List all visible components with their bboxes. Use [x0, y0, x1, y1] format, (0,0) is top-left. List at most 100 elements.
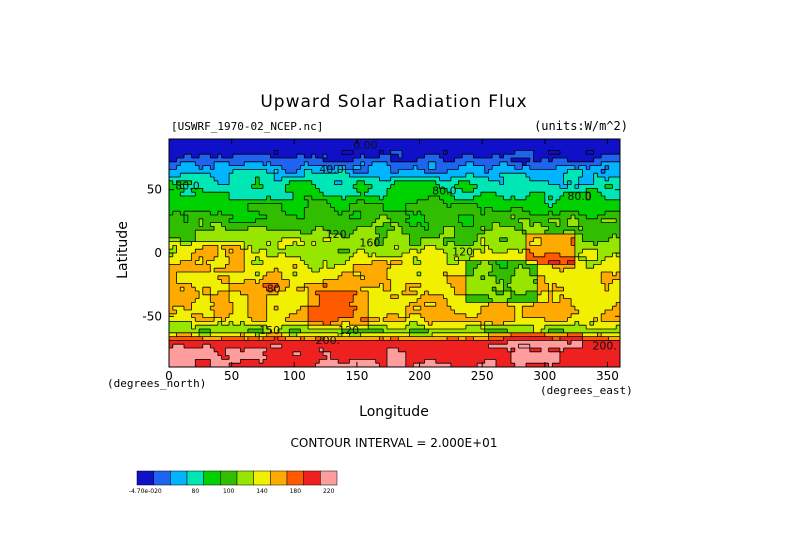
field-cell: [518, 272, 523, 277]
field-cell: [360, 272, 365, 277]
field-cell: [454, 142, 459, 147]
field-cell: [469, 158, 474, 163]
field-cell: [578, 260, 583, 265]
field-cell: [435, 215, 440, 220]
field-cell: [285, 203, 290, 208]
field-cell: [612, 154, 617, 159]
field-cell: [383, 161, 388, 166]
field-cell: [169, 226, 174, 231]
field-cell: [556, 256, 561, 261]
field-cell: [390, 253, 395, 258]
field-cell: [259, 234, 264, 239]
field-cell: [556, 196, 561, 201]
field-cell: [492, 222, 497, 227]
field-cell: [514, 154, 519, 159]
field-cell: [559, 203, 565, 208]
field-cell: [338, 226, 343, 231]
field-cell: [465, 222, 471, 227]
field-cell: [379, 234, 384, 239]
field-cell: [251, 158, 256, 163]
field-cell: [180, 256, 185, 261]
field-cell: [199, 139, 204, 144]
field-cell: [364, 215, 369, 220]
field-cell: [544, 180, 549, 185]
field-cell: [225, 245, 230, 250]
field-cell: [349, 165, 354, 170]
field-cell: [251, 283, 256, 288]
field-cell: [413, 192, 418, 197]
field-cell: [221, 287, 226, 292]
field-cell: [601, 180, 606, 185]
field-cell: [465, 249, 471, 254]
field-cell: [597, 218, 602, 223]
field-cell: [447, 294, 452, 299]
field-cell: [277, 184, 283, 189]
field-cell: [469, 207, 474, 212]
field-cell: [210, 222, 215, 227]
field-cell: [589, 230, 595, 235]
field-cell: [169, 188, 174, 193]
field-cell: [277, 196, 283, 201]
field-cell: [247, 203, 253, 208]
field-cell: [567, 146, 572, 151]
field-cell: [379, 237, 384, 242]
field-cell: [507, 177, 512, 182]
field-cell: [402, 154, 407, 159]
field-cell: [199, 169, 204, 174]
field-cell: [488, 165, 493, 170]
field-cell: [616, 150, 620, 155]
field-cell: [473, 234, 478, 239]
field-cell: [608, 215, 613, 220]
field-cell: [319, 169, 324, 174]
field-cell: [424, 203, 429, 208]
field-cell: [612, 237, 617, 242]
field-cell: [236, 283, 241, 288]
field-cell: [356, 230, 362, 235]
field-cell: [293, 275, 298, 280]
field-cell: [428, 241, 433, 246]
field-cell: [210, 196, 215, 201]
field-cell: [604, 245, 610, 250]
field-cell: [255, 218, 260, 223]
field-cell: [368, 165, 373, 170]
field-cell: [522, 283, 527, 288]
field-cell: [386, 161, 392, 166]
field-cell: [447, 279, 452, 284]
field-cell: [244, 150, 249, 155]
field-cell: [375, 146, 380, 151]
field-cell: [210, 146, 215, 151]
field-cell: [244, 218, 249, 223]
field-cell: [169, 180, 174, 185]
field-cell: [567, 279, 572, 284]
field-cell: [217, 196, 223, 201]
field-cell: [492, 192, 497, 197]
field-cell: [548, 215, 553, 220]
field-cell: [259, 211, 264, 216]
field-cell: [526, 245, 531, 250]
field-cell: [341, 291, 347, 296]
field-cell: [262, 203, 268, 208]
field-cell: [390, 294, 395, 299]
field-cell: [402, 230, 407, 235]
field-cell: [383, 287, 388, 292]
field-cell: [244, 207, 249, 212]
field-cell: [199, 154, 204, 159]
field-cell: [176, 177, 181, 182]
field-cell: [338, 283, 343, 288]
field-cell: [349, 279, 354, 284]
field-cell: [195, 199, 200, 204]
field-cell: [563, 207, 568, 212]
field-cell: [574, 142, 580, 147]
field-cell: [383, 268, 388, 273]
field-cell: [413, 211, 418, 216]
field-cell: [251, 241, 256, 246]
field-cell: [578, 287, 583, 292]
field-cell: [169, 272, 174, 277]
field-cell: [368, 272, 373, 277]
field-cell: [417, 161, 422, 166]
field-cell: [563, 249, 568, 254]
field-cell: [169, 161, 174, 166]
field-cell: [402, 184, 407, 189]
field-cell: [356, 268, 362, 273]
field-cell: [236, 142, 241, 147]
